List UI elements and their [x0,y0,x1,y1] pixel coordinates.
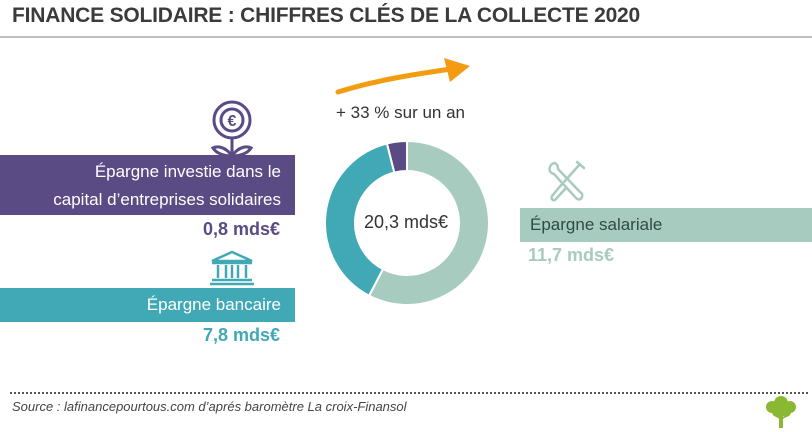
donut-slice-1 [324,142,396,298]
tree-logo-icon [766,396,796,428]
footer-divider [10,392,808,394]
value-epargne-bancaire: 7,8 mds€ [202,325,280,345]
value-epargne-investie: 0,8 mds€ [202,219,280,239]
chart-title: FINANCE SOLIDAIRE : CHIFFRES CLÉS DE LA … [12,4,641,27]
source-note: Source : lafinancepourtous.com d’aprés b… [12,399,407,414]
bank-building-icon [210,250,254,286]
tools-wrench-screwdriver-icon [548,160,586,202]
label-epargne-investie-line2: capital d’entreprises solidaires [53,190,281,209]
label-epargne-investie-line1: Épargne investie dans le [94,162,281,181]
growth-label: + 33 % sur un an [336,103,466,122]
donut-chart [324,139,490,306]
donut-slice-2 [367,139,490,306]
donut-total-label: 20,3 mds€ [363,212,449,232]
svg-text:€: € [228,113,237,130]
title-divider [0,36,812,38]
band-epargne-bancaire: Épargne bancaire [0,288,295,322]
band-epargne-salariale: Épargne salariale [520,208,812,242]
growth-arrow-icon [335,58,470,95]
euro-flower-icon: € [210,100,254,158]
value-epargne-salariale: 11,7 mds€ [528,245,615,265]
band-epargne-investie: Épargne investie dans le capital d’entre… [0,155,295,215]
